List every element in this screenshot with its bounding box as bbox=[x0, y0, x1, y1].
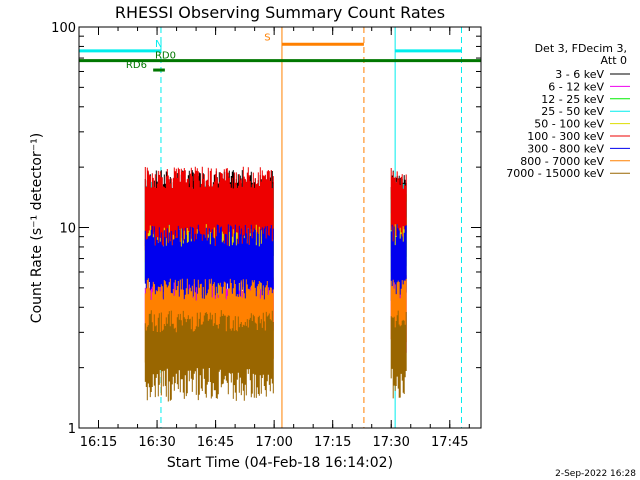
x-tick-label: 16:45 bbox=[197, 435, 234, 450]
legend-entry-label: 300 - 800 keV bbox=[527, 142, 604, 155]
y-tick-label: 100 bbox=[51, 21, 76, 36]
legend-entry-label: 6 - 12 keV bbox=[548, 80, 604, 93]
x-tick-label: 17:15 bbox=[314, 435, 351, 450]
legend-entry-label: 50 - 100 keV bbox=[534, 118, 604, 131]
series-trace bbox=[390, 168, 407, 257]
y-axis-label: Count Rate (s⁻¹ detector⁻¹) bbox=[29, 133, 45, 323]
series-trace bbox=[144, 166, 274, 259]
legend-header: Det 3, FDecim 3, bbox=[535, 42, 627, 55]
annotation-label: S bbox=[264, 32, 270, 43]
y-tick-label: 1 bbox=[68, 422, 76, 437]
series-trace bbox=[144, 224, 274, 316]
legend-entry-label: 3 - 6 keV bbox=[555, 68, 604, 81]
legend-entry-label: 25 - 50 keV bbox=[541, 105, 604, 118]
legend-entry-label: 7000 - 15000 keV bbox=[506, 167, 604, 180]
x-tick-label: 17:30 bbox=[372, 435, 409, 450]
series-trace bbox=[390, 310, 407, 399]
x-tick-label: 17:00 bbox=[255, 435, 292, 450]
footer-date: 2-Sep-2022 16:28 bbox=[555, 469, 636, 479]
x-tick-label: 16:15 bbox=[80, 435, 117, 450]
chart-title: RHESSI Observing Summary Count Rates bbox=[115, 3, 445, 22]
legend-entry-label: 12 - 25 keV bbox=[541, 93, 604, 106]
x-axis-label: Start Time (04-Feb-18 16:14:02) bbox=[167, 455, 393, 471]
series-trace bbox=[390, 224, 407, 316]
annotation-label: RD0 bbox=[155, 51, 176, 62]
y-tick-label: 10 bbox=[59, 222, 76, 237]
series-trace bbox=[144, 310, 274, 402]
legend-entry-label: 100 - 300 keV bbox=[527, 130, 604, 143]
data-layer bbox=[144, 166, 407, 402]
annotation-label: N bbox=[155, 39, 162, 50]
legend-entry-label: 800 - 7000 keV bbox=[520, 155, 604, 168]
plot-frame bbox=[78, 26, 482, 429]
annotation-label: RD6 bbox=[126, 60, 147, 71]
x-tick-label: 17:45 bbox=[431, 435, 468, 450]
legend-header: Att 0 bbox=[601, 54, 627, 67]
x-tick-label: 16:30 bbox=[138, 435, 175, 450]
